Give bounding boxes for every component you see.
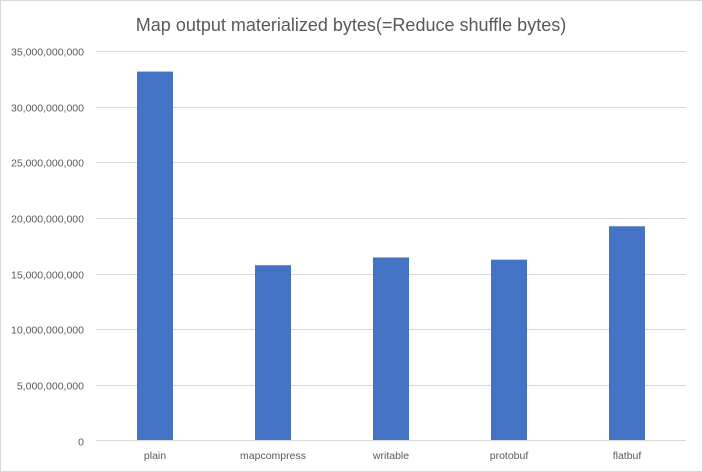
y-tick-label: 35,000,000,000 — [11, 47, 84, 59]
bar-plain — [137, 71, 173, 441]
y-tick-label: 25,000,000,000 — [11, 158, 84, 170]
y-tick-label: 10,000,000,000 — [11, 325, 84, 337]
y-tick-label: 5,000,000,000 — [17, 381, 84, 393]
bar-writable — [373, 257, 409, 441]
bar-protobuf — [491, 259, 527, 441]
bar-flatbuf — [609, 226, 645, 441]
y-tick-label: 0 — [78, 437, 84, 449]
y-tick-label: 15,000,000,000 — [11, 270, 84, 282]
x-tick-label: flatbuf — [613, 450, 642, 462]
y-axis-tick-labels: 0 5,000,000,000 10,000,000,000 15,000,000,0… — [11, 47, 84, 449]
x-tick-label: writable — [372, 450, 409, 462]
bar-mapcompress — [255, 265, 291, 441]
chart-title: Map output materialized bytes(=Reduce sh… — [136, 15, 566, 35]
x-tick-label: mapcompress — [240, 450, 306, 462]
y-tick-label: 30,000,000,000 — [11, 103, 84, 115]
bars — [137, 71, 645, 441]
x-axis-tick-labels: plain mapcompress writable protobuf flatbuf — [144, 450, 641, 462]
y-tick-label: 20,000,000,000 — [11, 214, 84, 226]
x-tick-label: protobuf — [490, 450, 529, 462]
x-tick-label: plain — [144, 450, 166, 462]
